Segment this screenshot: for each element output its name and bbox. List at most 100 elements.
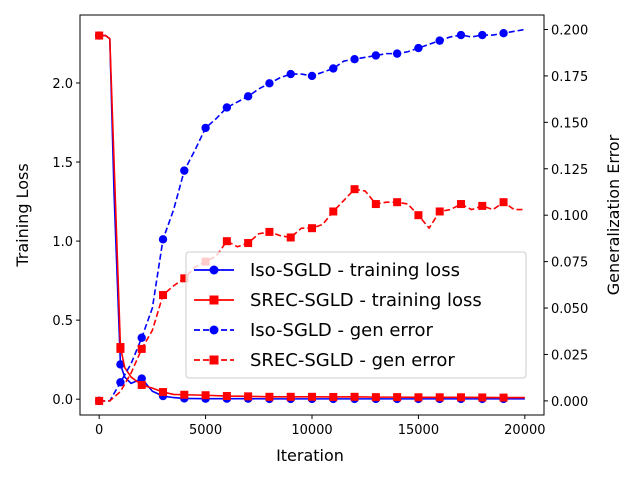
left-tick-label: 0.5 xyxy=(52,314,73,329)
legend-entry: SREC-SGLD - training loss xyxy=(194,290,482,311)
right-tick-label: 0.100 xyxy=(551,209,588,224)
data-point xyxy=(499,28,508,38)
legend-entry: SREC-SGLD - gen error xyxy=(194,350,455,371)
data-point xyxy=(244,392,253,401)
series-2 xyxy=(94,28,525,406)
data-point xyxy=(435,36,444,45)
series-3 xyxy=(95,185,525,405)
data-point xyxy=(116,360,125,369)
data-point xyxy=(393,393,402,402)
x-ticks: 0 5000 10000 15000 20000 xyxy=(95,415,546,438)
left-tick-label: 1.5 xyxy=(52,156,73,171)
right-ticks: 0.000 0.025 0.050 0.075 0.100 0.125 0.150 0.175… xyxy=(544,23,588,410)
data-point xyxy=(329,392,338,401)
data-point xyxy=(137,333,146,342)
x-tick-label: 20000 xyxy=(504,423,545,438)
data-point xyxy=(435,207,444,216)
data-point xyxy=(499,393,508,402)
data-point xyxy=(265,392,274,401)
data-point xyxy=(350,54,359,64)
data-point xyxy=(286,392,295,401)
data-point xyxy=(265,227,274,236)
data-point xyxy=(286,69,295,79)
data-point xyxy=(478,393,487,402)
data-point xyxy=(137,380,146,389)
data-point xyxy=(265,79,274,88)
right-tick-label: 0.025 xyxy=(551,348,588,363)
data-point xyxy=(393,198,402,207)
legend-label: SREC-SGLD - gen error xyxy=(250,350,455,371)
data-point xyxy=(456,200,465,209)
right-tick-label: 0.200 xyxy=(551,23,588,38)
data-point xyxy=(116,378,125,387)
data-point xyxy=(456,30,466,40)
data-point xyxy=(371,393,380,402)
legend: Iso-SGLD - training loss SREC-SGLD - trai… xyxy=(185,251,527,379)
legend-label: Iso-SGLD - training loss xyxy=(250,260,460,281)
data-point xyxy=(414,211,423,220)
legend-box xyxy=(185,251,527,379)
right-axis-title: Generalization Error xyxy=(604,134,623,295)
data-point xyxy=(158,235,168,244)
data-point xyxy=(414,393,423,402)
left-tick-label: 1.0 xyxy=(52,235,73,250)
data-point xyxy=(95,31,104,40)
legend-marker xyxy=(209,355,219,365)
data-point xyxy=(201,123,210,133)
data-point xyxy=(159,291,168,300)
right-tick-label: 0.175 xyxy=(551,70,588,85)
right-tick-label: 0.125 xyxy=(551,163,588,178)
data-point xyxy=(307,71,317,81)
data-point xyxy=(244,239,253,248)
data-point xyxy=(392,49,402,58)
right-tick-label: 0.050 xyxy=(551,302,588,317)
data-point xyxy=(329,64,338,73)
series-1 xyxy=(95,31,525,402)
legend-label: Iso-SGLD - gen error xyxy=(250,320,434,341)
series-line xyxy=(99,34,525,399)
legend-marker xyxy=(209,265,219,275)
right-tick-label: 0.000 xyxy=(551,395,588,410)
legend-entry: Iso-SGLD - training loss xyxy=(194,260,460,281)
data-point xyxy=(329,207,338,216)
x-axis-title: Iteration xyxy=(276,446,344,465)
data-point xyxy=(350,185,359,194)
left-ticks: 0.0 0.5 1.0 1.5 2.0 xyxy=(52,77,80,408)
left-axis-title: Training Loss xyxy=(13,163,32,267)
data-point xyxy=(308,224,316,233)
data-point xyxy=(222,103,232,112)
x-tick-label: 10000 xyxy=(291,423,332,438)
data-point xyxy=(371,200,380,209)
data-point xyxy=(137,374,146,383)
left-tick-label: 2.0 xyxy=(52,77,73,92)
data-point xyxy=(478,30,487,40)
data-point xyxy=(499,198,508,207)
legend-label: SREC-SGLD - training loss xyxy=(250,290,482,311)
x-tick-label: 15000 xyxy=(398,423,439,438)
data-point xyxy=(180,390,189,399)
x-tick-label: 5000 xyxy=(189,423,222,438)
data-point xyxy=(222,392,231,401)
data-point xyxy=(456,393,465,402)
data-point xyxy=(116,344,125,353)
data-point xyxy=(243,92,253,101)
left-tick-label: 0.0 xyxy=(52,393,73,408)
data-point xyxy=(286,233,295,242)
right-tick-label: 0.150 xyxy=(551,116,588,131)
data-point xyxy=(222,237,231,246)
series-line xyxy=(99,34,525,400)
data-point xyxy=(414,43,423,53)
legend-marker xyxy=(209,325,219,335)
data-point xyxy=(137,344,146,353)
data-point xyxy=(180,166,189,175)
data-point xyxy=(308,392,316,401)
legend-marker xyxy=(209,295,219,305)
data-point xyxy=(180,274,189,283)
data-point xyxy=(371,51,381,60)
x-tick-label: 0 xyxy=(95,423,103,438)
data-point xyxy=(95,396,104,405)
series-layer xyxy=(94,28,525,406)
legend-entry: Iso-SGLD - gen error xyxy=(194,320,434,341)
data-point xyxy=(201,391,210,400)
